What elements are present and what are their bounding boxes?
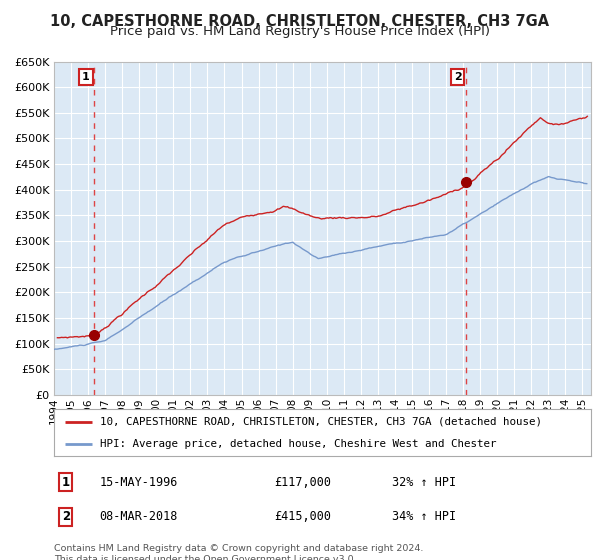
Text: 10, CAPESTHORNE ROAD, CHRISTLETON, CHESTER, CH3 7GA: 10, CAPESTHORNE ROAD, CHRISTLETON, CHEST… <box>50 14 550 29</box>
Text: £415,000: £415,000 <box>274 511 331 524</box>
Text: 15-MAY-1996: 15-MAY-1996 <box>100 476 178 489</box>
Text: 10, CAPESTHORNE ROAD, CHRISTLETON, CHESTER, CH3 7GA (detached house): 10, CAPESTHORNE ROAD, CHRISTLETON, CHEST… <box>100 417 542 427</box>
Text: £117,000: £117,000 <box>274 476 331 489</box>
Text: Price paid vs. HM Land Registry's House Price Index (HPI): Price paid vs. HM Land Registry's House … <box>110 25 490 38</box>
Text: 32% ↑ HPI: 32% ↑ HPI <box>392 476 457 489</box>
Text: 2: 2 <box>62 511 70 524</box>
Text: 2: 2 <box>454 72 461 82</box>
Text: 34% ↑ HPI: 34% ↑ HPI <box>392 511 457 524</box>
Text: 1: 1 <box>62 476 70 489</box>
Text: 08-MAR-2018: 08-MAR-2018 <box>100 511 178 524</box>
Text: Contains HM Land Registry data © Crown copyright and database right 2024.
This d: Contains HM Land Registry data © Crown c… <box>54 544 424 560</box>
Text: HPI: Average price, detached house, Cheshire West and Chester: HPI: Average price, detached house, Ches… <box>100 438 496 449</box>
Text: 1: 1 <box>82 72 90 82</box>
